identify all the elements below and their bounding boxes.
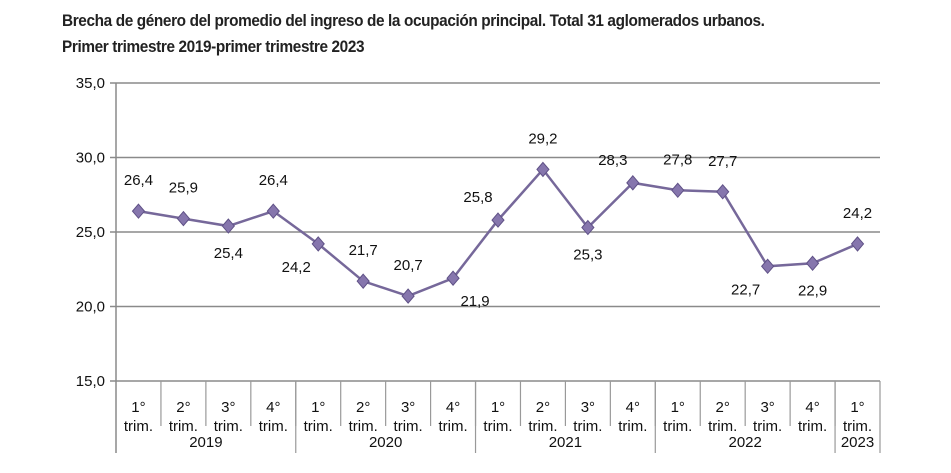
data-point-marker (221, 218, 236, 234)
x-tick-quarter: 2° (536, 399, 550, 416)
x-tick-quarter: 3° (581, 399, 595, 416)
x-tick-quarter: 2° (176, 399, 190, 416)
data-point-marker (266, 203, 280, 219)
data-label: 27,7 (708, 153, 737, 170)
x-tick-trim: trim. (618, 418, 647, 435)
data-label: 24,2 (282, 259, 311, 276)
x-tick-quarter: 2° (716, 399, 730, 416)
data-point-marker (760, 258, 775, 275)
data-label: 25,3 (573, 247, 602, 264)
data-label: 21,9 (460, 293, 489, 310)
data-point-marker (356, 273, 370, 289)
data-point-marker (491, 212, 505, 228)
data-label: 25,8 (463, 189, 492, 206)
data-label: 25,9 (169, 180, 198, 197)
x-tick-trim: trim. (169, 418, 198, 435)
x-tick-trim: trim. (708, 418, 737, 435)
x-tick-quarter: 3° (221, 399, 235, 416)
data-label: 22,7 (731, 281, 760, 298)
x-tick-quarter: 1° (671, 399, 685, 416)
x-tick-quarter: 4° (626, 399, 640, 416)
x-tick-quarter: 4° (446, 399, 460, 416)
data-point-marker (805, 255, 820, 272)
data-point-marker (311, 236, 325, 252)
x-tick-quarter: 1° (850, 399, 864, 416)
data-label: 26,4 (259, 172, 288, 189)
data-point-marker (131, 203, 146, 219)
chart-subtitle: Primer trimestre 2019-primer trimestre 2… (62, 38, 365, 56)
x-tick-trim: trim. (843, 418, 872, 435)
data-point-marker (176, 210, 191, 227)
x-tick-trim: trim. (528, 418, 557, 435)
x-tick-quarter: 4° (805, 399, 819, 416)
chart-title-line1: Brecha de género del promedio del ingres… (62, 12, 765, 30)
chart-title: Brecha de género del promedio del ingres… (62, 8, 765, 60)
data-label: 27,8 (663, 151, 692, 168)
year-label: 2020 (369, 434, 402, 451)
data-point-marker (716, 184, 730, 200)
year-label: 2022 (728, 434, 761, 451)
data-point-marker (536, 161, 550, 178)
x-tick-quarter: 4° (266, 399, 280, 416)
x-tick-quarter: 1° (131, 399, 145, 416)
data-point-marker (581, 219, 595, 236)
data-label: 29,2 (528, 130, 557, 147)
y-tick-label: 15,0 (76, 373, 105, 390)
x-tick-trim: trim. (124, 418, 153, 435)
data-label: 20,7 (394, 257, 423, 274)
x-tick-trim: trim. (573, 418, 602, 435)
data-label: 25,4 (214, 245, 243, 262)
x-tick-trim: trim. (663, 418, 692, 435)
data-label: 26,4 (124, 172, 153, 189)
x-tick-trim: trim. (394, 418, 423, 435)
x-tick-trim: trim. (753, 418, 782, 435)
x-tick-quarter: 3° (760, 399, 774, 416)
x-tick-quarter: 1° (311, 399, 325, 416)
data-point-marker (446, 270, 460, 286)
year-label: 2019 (189, 434, 222, 451)
year-label: 2023 (841, 434, 874, 451)
y-tick-label: 25,0 (76, 224, 105, 241)
x-tick-trim: trim. (349, 418, 378, 435)
y-tick-label: 20,0 (76, 299, 105, 316)
x-tick-trim: trim. (483, 418, 512, 435)
year-label: 2021 (549, 434, 582, 451)
data-point-marker (626, 175, 640, 191)
x-tick-quarter: 1° (491, 399, 505, 416)
y-tick-label: 35,0 (76, 75, 105, 92)
data-label: 21,7 (349, 242, 378, 259)
x-tick-trim: trim. (214, 418, 243, 435)
x-tick-quarter: 2° (356, 399, 370, 416)
data-point-marker (671, 182, 685, 199)
y-tick-label: 30,0 (76, 150, 105, 167)
x-tick-trim: trim. (438, 418, 467, 435)
data-point-marker (850, 236, 865, 252)
x-tick-trim: trim. (259, 418, 288, 435)
data-label: 28,3 (598, 152, 627, 169)
x-tick-trim: trim. (304, 418, 333, 435)
x-tick-quarter: 3° (401, 399, 415, 416)
data-label: 24,2 (843, 205, 872, 222)
data-point-marker (401, 288, 415, 304)
data-label: 22,9 (798, 282, 827, 299)
x-tick-trim: trim. (798, 418, 827, 435)
